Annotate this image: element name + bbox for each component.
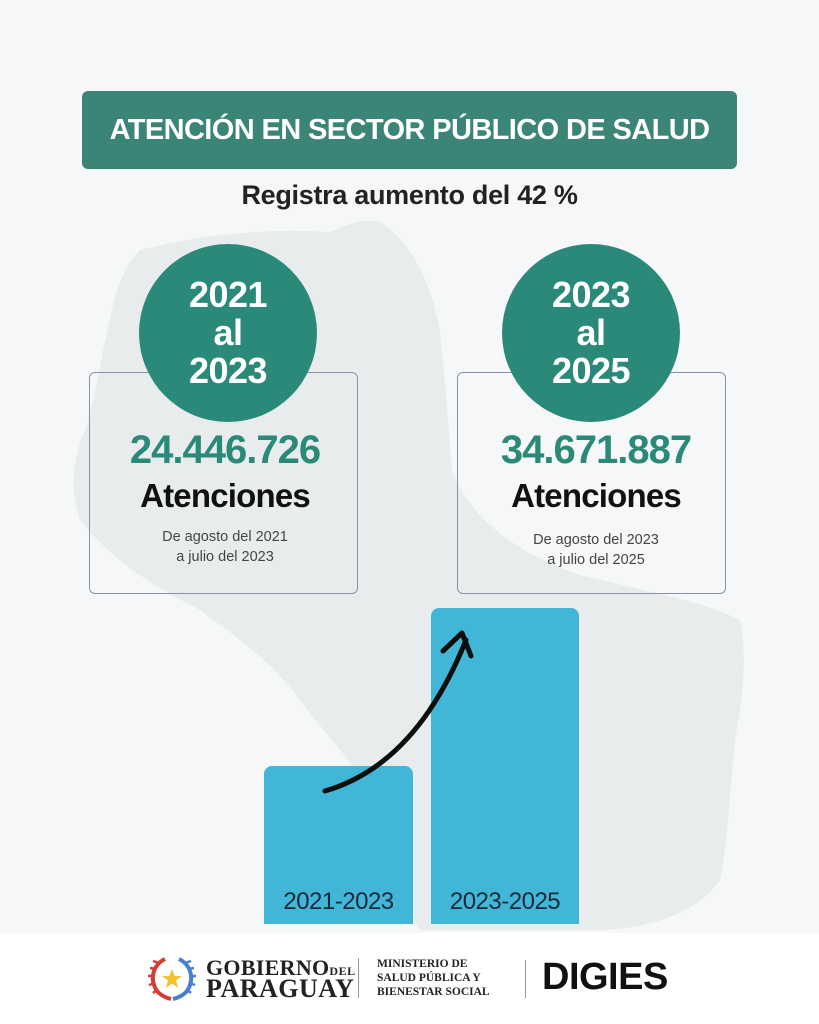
gov-del: DEL <box>329 964 356 978</box>
ministry-line3: BIENESTAR SOCIAL <box>377 986 490 998</box>
stat-value: 24.446.726 <box>129 428 321 472</box>
ministry-line1: MINISTERIO DE <box>377 958 468 970</box>
footer-divider <box>525 960 526 998</box>
date-range-line1: De agosto del 2023 <box>533 532 659 548</box>
government-name-line2: PARAGUAY <box>206 974 355 1003</box>
period-end: 2023 <box>188 350 268 391</box>
government-name-line1: GOBIERNODEL <box>206 955 356 981</box>
subtitle: Registra aumento del 42 % <box>241 180 578 210</box>
bar-2023-2025: 2023-2025 <box>431 608 579 924</box>
period-badge-2023-2025: 2023 al 2025 <box>502 244 680 422</box>
footer-divider <box>358 958 359 998</box>
period-start: 2023 <box>551 274 631 315</box>
period-end: 2025 <box>551 350 631 391</box>
date-range-line2: a julio del 2025 <box>547 552 645 568</box>
bar-label: 2023-2025 <box>449 888 561 915</box>
gov-word: GOBIERNO <box>206 955 330 980</box>
ministry-line2: SALUD PÚBLICA Y <box>377 972 481 984</box>
date-range-line2: a julio del 2023 <box>176 549 274 565</box>
title-banner: ATENCIÓN EN SECTOR PÚBLICO DE SALUD <box>82 91 737 169</box>
period-badge-2021-2023: 2021 al 2023 <box>139 244 317 422</box>
stat-date-range: De agosto del 2023 a julio del 2025 <box>451 530 741 570</box>
stat-unit: Atenciones <box>511 477 682 514</box>
page-title: ATENCIÓN EN SECTOR PÚBLICO DE SALUD <box>109 113 710 146</box>
agency-logo: DIGIES <box>542 956 668 998</box>
paraguay-coat-of-arms-icon <box>148 957 196 1001</box>
bar-label: 2021-2023 <box>283 888 394 915</box>
stat-value: 34.671.887 <box>500 428 692 472</box>
period-start: 2021 <box>188 274 268 315</box>
ministry-name: MINISTERIO DE SALUD PÚBLICA Y BIENESTAR … <box>377 957 490 999</box>
period-connector: al <box>576 312 606 353</box>
footer <box>0 933 819 1024</box>
stat-unit: Atenciones <box>140 477 311 514</box>
bar-2021-2023: 2021-2023 <box>264 766 413 924</box>
stat-date-range: De agosto del 2021 a julio del 2023 <box>80 527 370 567</box>
period-connector: al <box>213 312 243 353</box>
date-range-line1: De agosto del 2021 <box>162 529 288 545</box>
